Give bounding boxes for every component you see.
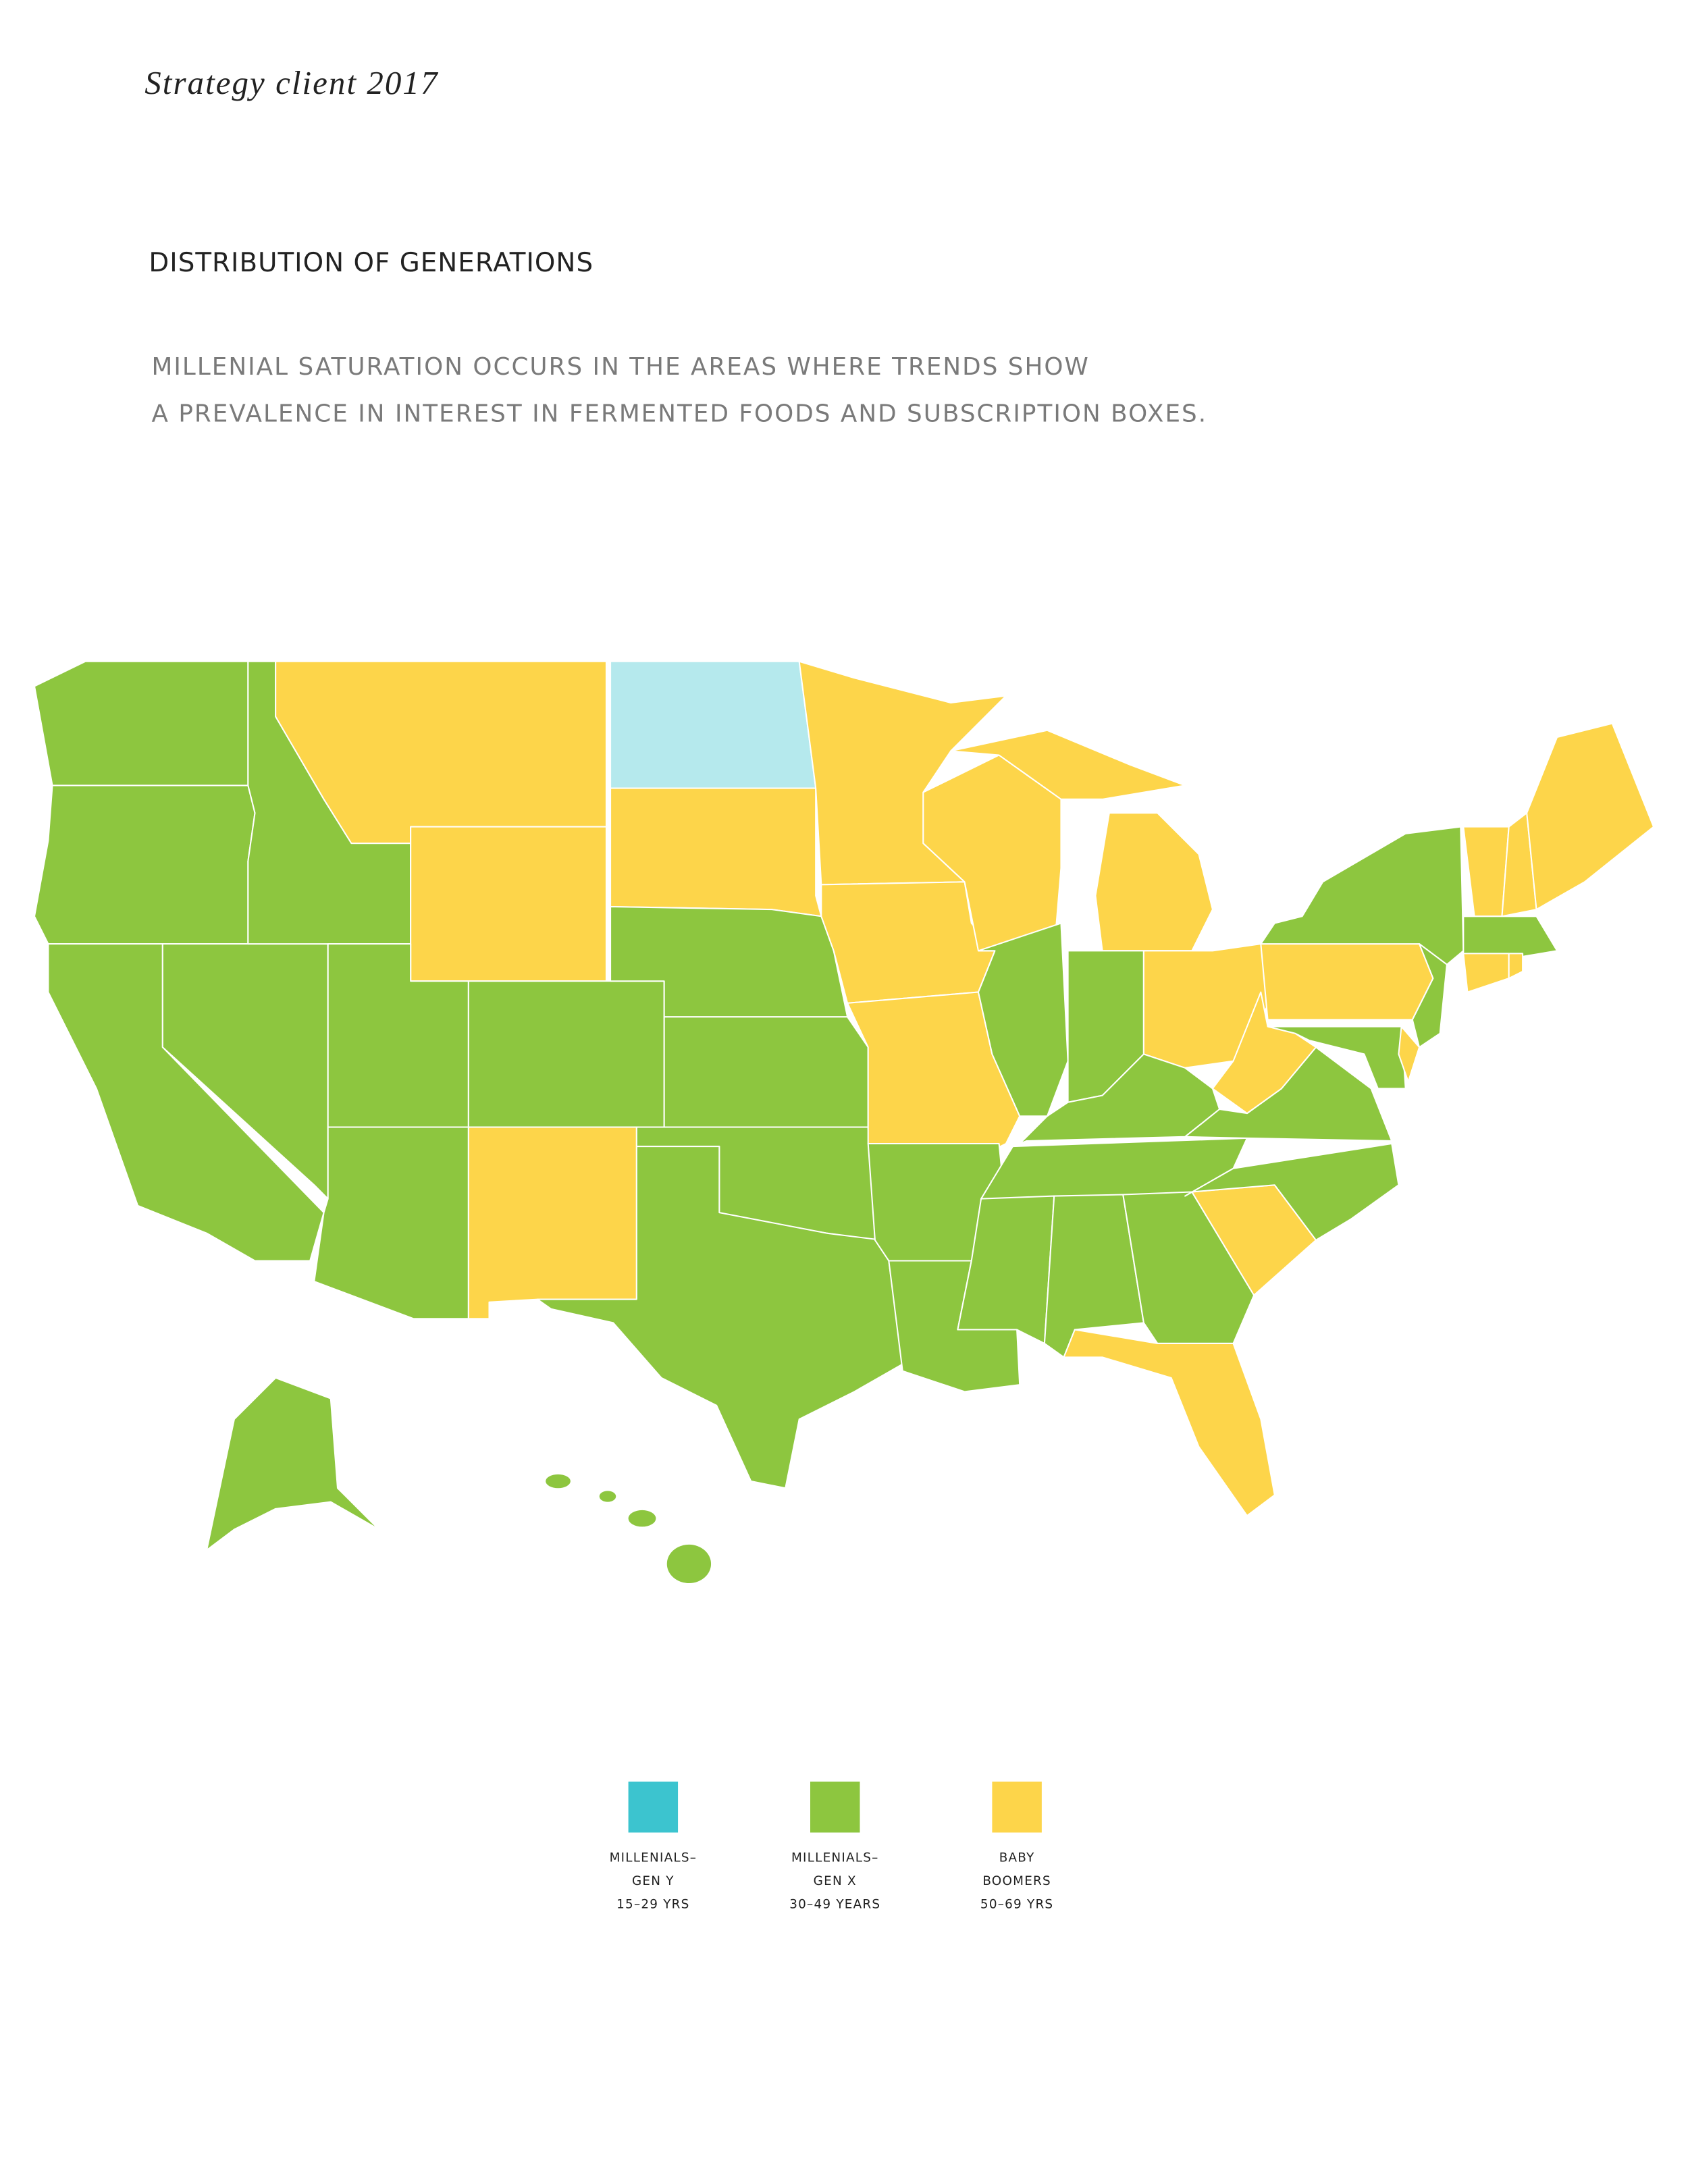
- title: DISTRIBUTION OF GENERATIONS: [149, 248, 594, 278]
- legend-label: GEN Y: [632, 1874, 675, 1888]
- state: [977, 922, 1069, 1117]
- state: [610, 660, 817, 789]
- state: [34, 660, 249, 789]
- legend-swatch: [628, 1781, 679, 1833]
- legend-label: 50–69 YRS: [980, 1898, 1053, 1912]
- state: [610, 787, 822, 917]
- legend-label: MILLENIALS–: [610, 1850, 697, 1865]
- state: [1508, 953, 1524, 980]
- us-map: [34, 660, 1655, 1584]
- state: [1462, 915, 1558, 959]
- state: [1260, 943, 1434, 1021]
- state: [1260, 826, 1465, 965]
- legend-label: MILLENIALS–: [791, 1850, 879, 1865]
- state: [1526, 722, 1655, 911]
- state: [950, 729, 1186, 800]
- legend-swatch: [992, 1781, 1042, 1833]
- legend-label: GEN X: [814, 1874, 857, 1888]
- state: [1462, 826, 1510, 917]
- legend-label: 15–29 YRS: [616, 1898, 689, 1912]
- state: [1184, 1143, 1400, 1241]
- state: [536, 1146, 903, 1489]
- state: [467, 980, 665, 1128]
- subtitle-line: A PREVALENCE IN INTEREST IN FERMENTED FO…: [151, 400, 1207, 428]
- state: [1462, 953, 1510, 993]
- subtitle-line: MILLENIAL SATURATION OCCURS IN THE AREAS…: [151, 353, 1089, 381]
- state: [34, 784, 256, 945]
- legend-label: BOOMERS: [982, 1874, 1051, 1888]
- legend-label: 30–49 YEARS: [789, 1898, 880, 1912]
- state: [1063, 1329, 1275, 1517]
- state: [467, 1126, 637, 1320]
- state: [313, 1126, 469, 1320]
- state: [663, 1016, 869, 1128]
- client-label: Strategy client 2017: [144, 64, 439, 101]
- state: [410, 826, 607, 982]
- state: [546, 1474, 712, 1584]
- state: [1398, 1026, 1421, 1083]
- state: [206, 1377, 380, 1551]
- legend: MILLENIALS– GEN Y 15–29 YRS MILLENIALS– GEN …: [610, 1781, 1053, 1912]
- legend-swatch: [810, 1781, 860, 1833]
- state: [1094, 812, 1213, 952]
- legend-label: BABY: [999, 1850, 1035, 1865]
- state: [1019, 1053, 1221, 1145]
